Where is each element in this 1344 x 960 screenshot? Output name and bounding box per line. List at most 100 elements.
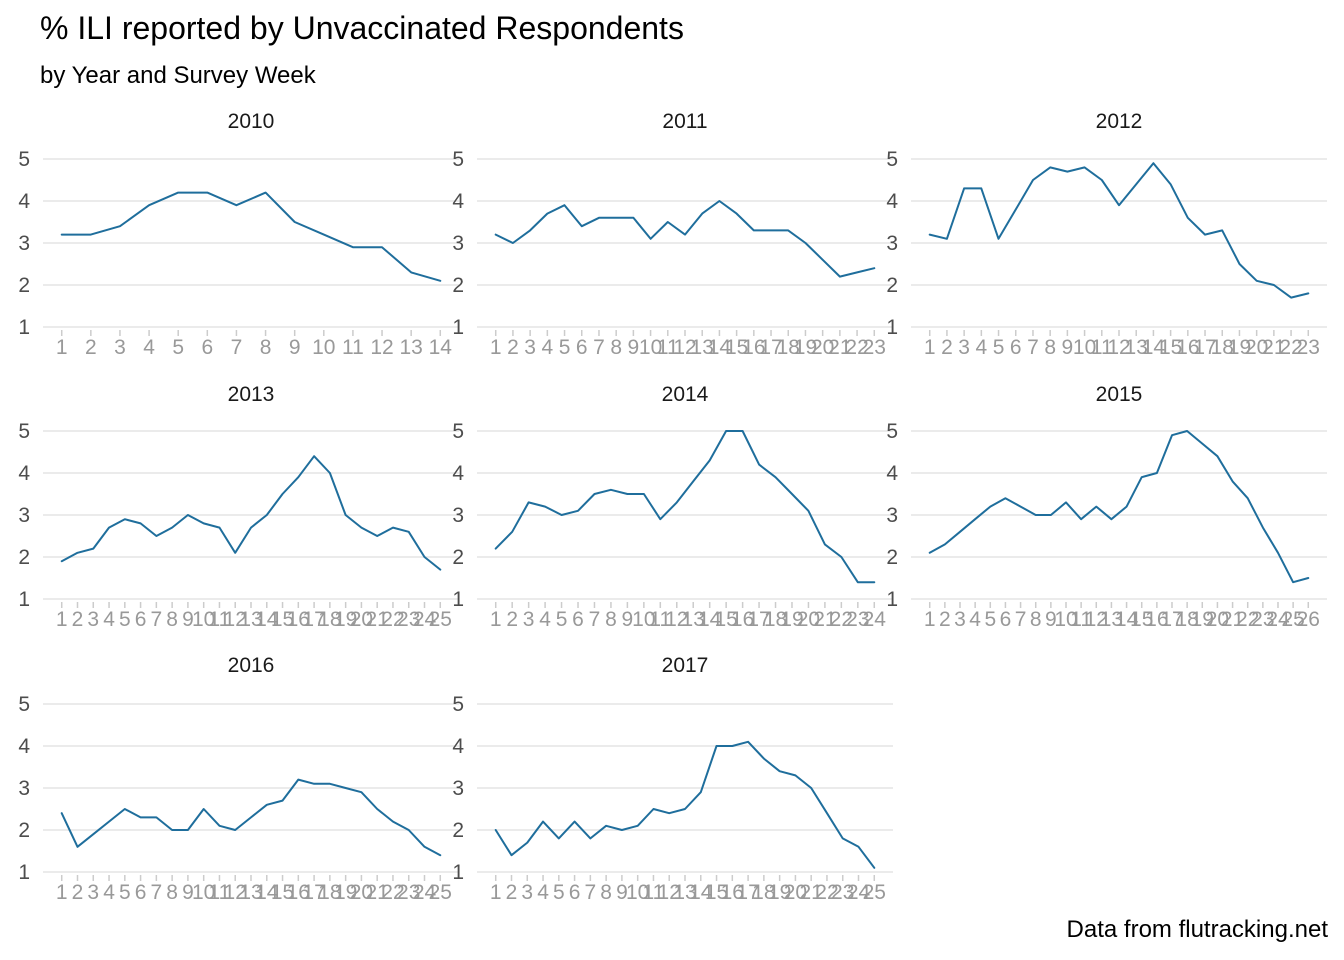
- x-tick-label: 5: [559, 336, 571, 359]
- x-tick-label: 17: [747, 608, 770, 631]
- x-tick-label: 1: [490, 608, 502, 631]
- y-tick-label-4: 4: [452, 462, 464, 485]
- y-tick-label-1: 1: [452, 316, 464, 339]
- x-tick-label: 19: [334, 608, 357, 631]
- x-tick-label: 13: [673, 881, 696, 904]
- x-tick-label: 18: [764, 608, 787, 631]
- x-tick-label: 25: [429, 608, 452, 631]
- y-tick-label-5: 5: [18, 420, 30, 443]
- y-tick-label-5: 5: [886, 420, 898, 443]
- facet-label-2016: 2016: [228, 654, 275, 677]
- x-tick-label: 10: [1073, 336, 1096, 359]
- x-tick-label: 8: [610, 336, 622, 359]
- y-tick-label-3: 3: [886, 504, 898, 527]
- x-tick-label: 8: [166, 608, 178, 631]
- x-tick-label: 22: [845, 336, 868, 359]
- x-tick-label: 14: [1142, 336, 1166, 359]
- x-tick-label: 3: [954, 608, 966, 631]
- chart-title: % ILI reported by Unvaccinated Responden…: [40, 10, 684, 46]
- x-tick-label: 19: [1191, 608, 1214, 631]
- y-tick-label-4: 4: [452, 190, 464, 213]
- x-tick-label: 17: [1193, 336, 1216, 359]
- x-tick-label: 1: [924, 336, 936, 359]
- x-tick-label: 21: [1262, 336, 1285, 359]
- x-tick-label: 15: [1159, 336, 1182, 359]
- y-tick-label-5: 5: [452, 420, 464, 443]
- x-tick-label: 15: [271, 608, 294, 631]
- y-tick-label-1: 1: [18, 588, 30, 611]
- x-tick-label: 13: [682, 608, 705, 631]
- series-line-2012: [928, 162, 1310, 299]
- series-line-2011: [494, 200, 876, 278]
- x-tick-label: 20: [1245, 336, 1268, 359]
- x-tick-label: 16: [721, 881, 744, 904]
- x-tick-label: 6: [1010, 336, 1022, 359]
- y-tick-label-1: 1: [18, 316, 30, 339]
- x-tick-label: 15: [271, 881, 294, 904]
- y-tick-label-1: 1: [886, 588, 898, 611]
- series-line-2013: [60, 455, 442, 571]
- y-tick-label-5: 5: [18, 148, 30, 171]
- y-tick-label-1: 1: [452, 588, 464, 611]
- x-tick-label: 6: [572, 608, 584, 631]
- x-tick-label: 11: [649, 608, 671, 631]
- x-tick-label: 7: [589, 608, 601, 631]
- x-tick-label: 23: [1297, 336, 1320, 359]
- y-tick-label-5: 5: [886, 148, 898, 171]
- x-tick-label: 18: [1211, 336, 1234, 359]
- y-tick-label-4: 4: [452, 735, 464, 758]
- x-tick-label: 13: [1125, 336, 1148, 359]
- x-tick-label: 11: [643, 881, 665, 904]
- x-tick-label: 6: [135, 608, 147, 631]
- x-tick-label: 5: [119, 881, 131, 904]
- x-tick-label: 24: [413, 881, 437, 904]
- x-tick-label: 21: [366, 881, 389, 904]
- x-tick-label: 15: [725, 336, 748, 359]
- x-tick-label: 10: [192, 881, 215, 904]
- y-tick-label-2: 2: [18, 546, 30, 569]
- x-tick-label: 10: [312, 336, 335, 359]
- x-tick-label: 8: [605, 608, 617, 631]
- x-tick-label: 8: [1044, 336, 1056, 359]
- x-tick-label: 14: [698, 608, 722, 631]
- x-tick-label: 2: [72, 881, 84, 904]
- x-tick-label: 3: [114, 336, 126, 359]
- x-tick-label: 9: [182, 608, 194, 631]
- series-line-2010: [60, 191, 442, 282]
- facet-label-2014: 2014: [662, 383, 709, 406]
- x-tick-label: 11: [1091, 336, 1113, 359]
- x-tick-label: 4: [143, 336, 155, 359]
- x-tick-label: 9: [289, 336, 301, 359]
- x-tick-label: 18: [318, 881, 341, 904]
- x-tick-label: 12: [673, 336, 696, 359]
- x-tick-label: 1: [56, 881, 68, 904]
- facet-label-2012: 2012: [1096, 110, 1143, 133]
- x-tick-label: 13: [239, 881, 262, 904]
- y-tick-label-4: 4: [18, 735, 30, 758]
- x-tick-label: 6: [569, 881, 581, 904]
- x-tick-label: 5: [556, 608, 568, 631]
- series-line-2017: [494, 740, 876, 869]
- x-tick-label: 20: [350, 881, 373, 904]
- x-tick-label: 20: [811, 336, 834, 359]
- x-tick-label: 6: [201, 336, 213, 359]
- x-tick-label: 19: [794, 336, 817, 359]
- x-tick-label: 18: [752, 881, 775, 904]
- x-tick-label: 7: [231, 336, 243, 359]
- x-tick-label: 2: [507, 336, 519, 359]
- y-tick-label-2: 2: [18, 274, 30, 297]
- x-tick-label: 23: [846, 608, 869, 631]
- x-tick-label: 16: [731, 608, 754, 631]
- x-tick-label: 5: [119, 608, 131, 631]
- x-tick-label: 2: [939, 608, 951, 631]
- x-tick-label: 3: [524, 336, 536, 359]
- x-tick-label: 16: [287, 881, 310, 904]
- x-tick-label: 18: [318, 608, 341, 631]
- x-tick-label: 1: [490, 336, 502, 359]
- y-tick-label-3: 3: [452, 504, 464, 527]
